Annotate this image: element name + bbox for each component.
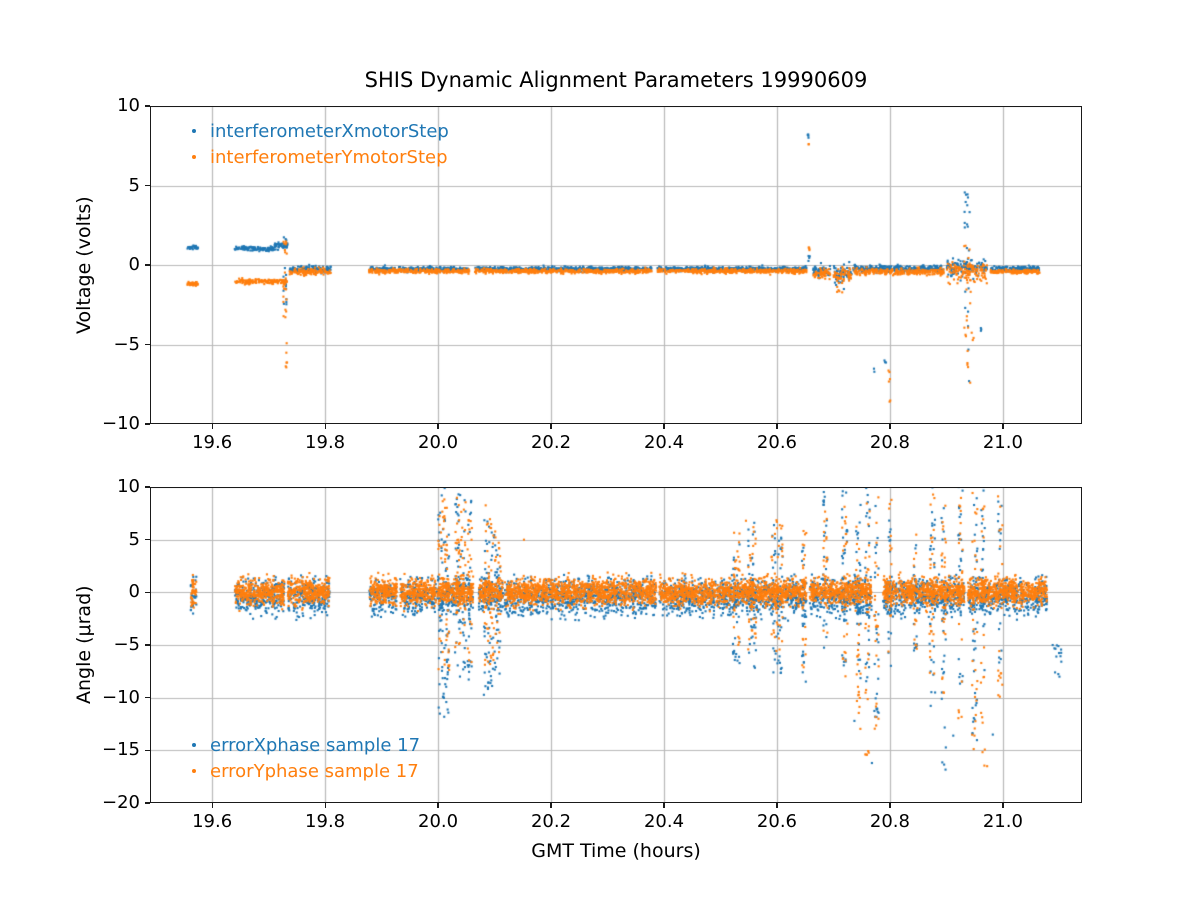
x-tick-mark bbox=[437, 803, 439, 808]
legend-entry: interferometerXmotorStep bbox=[186, 118, 449, 144]
y-tick-label: 5 bbox=[128, 528, 140, 550]
y-tick-mark bbox=[145, 423, 150, 425]
x-tick-mark bbox=[663, 424, 665, 429]
y-tick-mark bbox=[145, 802, 150, 804]
x-tick-label: 20.8 bbox=[869, 811, 910, 832]
x-tick-mark bbox=[889, 424, 891, 429]
legend-label: interferometerYmotorStep bbox=[210, 146, 448, 168]
legend-marker-dot bbox=[192, 155, 196, 159]
x-tick-label: 20.2 bbox=[530, 432, 572, 453]
y-tick-mark bbox=[145, 343, 150, 346]
x-tick-mark bbox=[889, 803, 891, 808]
x-tick-label: 20.6 bbox=[756, 811, 797, 832]
angle-plot-canvas bbox=[150, 487, 1082, 803]
y-tick-label: 0 bbox=[128, 254, 140, 275]
x-tick-mark bbox=[550, 803, 552, 808]
legend-label: interferometerXmotorStep bbox=[210, 120, 449, 142]
y-tick-mark bbox=[145, 749, 150, 752]
y-tick-mark bbox=[145, 697, 150, 699]
x-tick-label: 20.6 bbox=[756, 432, 797, 453]
y-tick-label: 10 bbox=[117, 476, 140, 497]
angle-plot-legend: errorXphase sample 17 errorYphase sample… bbox=[186, 732, 420, 784]
y-tick-mark bbox=[145, 184, 150, 187]
legend-label: errorXphase sample 17 bbox=[210, 734, 421, 756]
x-tick-label: 21.0 bbox=[982, 432, 1023, 453]
legend-entry: interferometerYmotorStep bbox=[186, 144, 449, 170]
legend-marker-dot bbox=[192, 129, 196, 133]
y-tick-label: −15 bbox=[102, 739, 140, 761]
y-tick-label: −10 bbox=[102, 413, 140, 434]
x-tick-label: 20.8 bbox=[869, 432, 910, 453]
legend-entry: errorXphase sample 17 bbox=[186, 732, 420, 758]
x-tick-label: 20.4 bbox=[643, 432, 685, 453]
legend-marker-dot bbox=[192, 743, 196, 747]
y-tick-label: −5 bbox=[113, 634, 140, 655]
x-tick-label: 19.8 bbox=[305, 432, 346, 453]
y-tick-label: −10 bbox=[102, 686, 140, 708]
x-tick-mark bbox=[437, 424, 439, 429]
x-tick-mark bbox=[776, 803, 778, 808]
legend-label: errorYphase sample 17 bbox=[210, 760, 419, 782]
y-tick-mark bbox=[145, 264, 150, 266]
x-tick-label: 19.8 bbox=[305, 811, 346, 832]
x-tick-mark bbox=[211, 803, 213, 808]
y-tick-label: −5 bbox=[113, 333, 140, 355]
x-tick-label: 19.6 bbox=[192, 432, 233, 453]
x-tick-mark bbox=[1002, 803, 1004, 808]
x-tick-mark bbox=[550, 424, 552, 429]
x-tick-mark bbox=[776, 424, 778, 429]
x-axis-label: GMT Time (hours) bbox=[531, 840, 701, 862]
x-tick-label: 20.4 bbox=[643, 811, 685, 832]
y-tick-mark bbox=[145, 486, 150, 488]
x-tick-mark bbox=[1002, 424, 1004, 429]
y-tick-label: 0 bbox=[128, 581, 140, 603]
y-tick-mark bbox=[145, 105, 150, 107]
figure-title: SHIS Dynamic Alignment Parameters 199906… bbox=[364, 68, 868, 92]
legend-marker-dot bbox=[192, 769, 196, 773]
voltage-plot-legend: interferometerXmotorStep interferometerY… bbox=[186, 118, 449, 170]
x-tick-mark bbox=[663, 803, 665, 808]
y-tick-label: −20 bbox=[102, 792, 140, 813]
x-tick-mark bbox=[324, 803, 326, 808]
voltage-plot-canvas bbox=[150, 106, 1082, 424]
y-tick-mark bbox=[145, 591, 150, 594]
x-tick-mark bbox=[324, 424, 326, 429]
x-tick-label: 19.6 bbox=[192, 811, 233, 832]
x-tick-label: 20.0 bbox=[418, 811, 459, 832]
y-tick-label: 5 bbox=[128, 174, 140, 196]
x-tick-label: 20.0 bbox=[418, 432, 459, 453]
y-tick-label: 10 bbox=[117, 95, 140, 116]
legend-entry: errorYphase sample 17 bbox=[186, 758, 420, 784]
y-tick-mark bbox=[145, 644, 150, 646]
x-tick-mark bbox=[211, 424, 213, 429]
x-tick-label: 21.0 bbox=[982, 811, 1023, 832]
x-tick-label: 20.2 bbox=[530, 811, 572, 832]
y-tick-mark bbox=[145, 539, 150, 541]
